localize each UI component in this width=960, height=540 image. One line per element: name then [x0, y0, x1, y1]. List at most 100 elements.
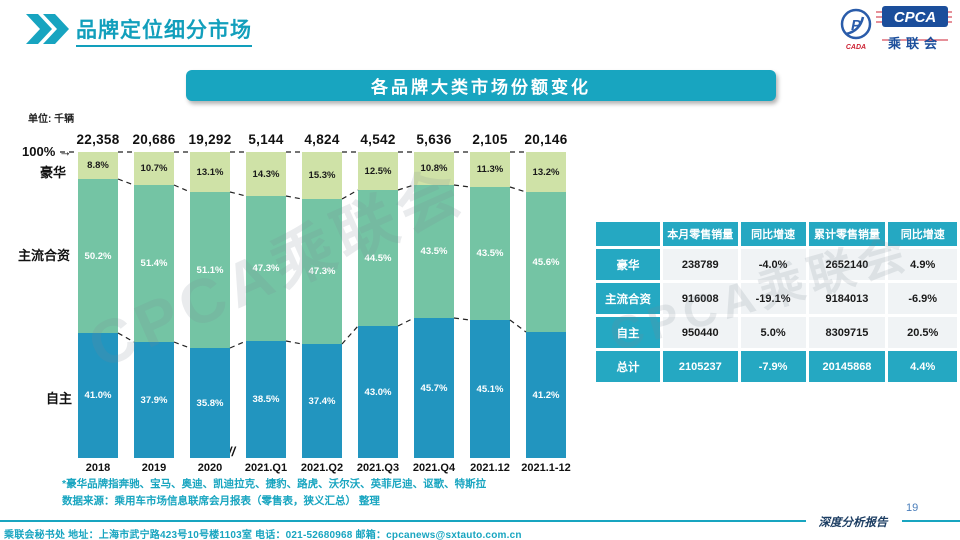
double-chevron-icon — [26, 14, 72, 49]
bar-segment-domestic: 38.5% — [246, 341, 286, 458]
cpca-emblem-circle — [840, 8, 872, 40]
bar-total-label: 22,358 — [76, 132, 120, 147]
table-cell: 916008 — [662, 283, 738, 314]
table-cell: 2652140 — [808, 249, 886, 280]
stacked-bar-column: 13.1% 51.1% 35.8% — [190, 152, 230, 458]
bar-category-label: 2020 — [197, 462, 223, 474]
stacked-bar-column: 12.5% 44.5% 43.0% — [358, 152, 398, 458]
table-corner-cell — [596, 222, 660, 246]
table-row: 豪华 238789 -4.0% 2652140 4.9% — [596, 249, 957, 280]
bar-category-label: 2019 — [141, 462, 167, 474]
bar-segment-joint-venture: 51.1% — [190, 192, 230, 348]
table-cell: 4.9% — [888, 249, 957, 280]
logo-cn-name: 乘联会 — [887, 36, 942, 51]
series-label-luxury: 豪华 — [40, 165, 67, 180]
bar-total-label: 2,105 — [472, 132, 508, 147]
stacked-bar-column: 10.7% 51.4% 37.9% — [134, 152, 174, 458]
bar-segment-luxury: 11.3% — [470, 152, 510, 187]
logo-acronym: CPCA — [894, 9, 937, 26]
table-row-label: 豪华 — [596, 249, 660, 280]
bar-segment-joint-venture: 51.4% — [134, 185, 174, 342]
bar-category-label: 2021.Q4 — [412, 462, 456, 474]
report-type-label: 深度分析报告 — [818, 515, 888, 529]
bar-segment-domestic: 45.1% — [470, 320, 510, 458]
bar-segment-joint-venture: 47.3% — [302, 199, 342, 344]
table-cell: -4.0% — [740, 249, 806, 280]
stacked-bar-column: 15.3% 47.3% 37.4% — [302, 152, 342, 458]
table-cell: 238789 — [662, 249, 738, 280]
footer-contact-info: 乘联会秘书处 地址：上海市武宁路423号10号楼1103室 电话：021-526… — [4, 530, 522, 540]
table-cell: 20.5% — [888, 317, 957, 348]
bar-segment-domestic: 37.4% — [302, 344, 342, 458]
bar-total-label: 4,542 — [360, 132, 396, 147]
bar-segment-joint-venture: 43.5% — [470, 187, 510, 320]
page-number: 19 — [906, 502, 919, 514]
stacked-bar-column: 8.8% 50.2% 41.0% — [78, 152, 118, 458]
bar-segment-domestic: 37.9% — [134, 342, 174, 458]
bar-segment-luxury: 10.7% — [134, 152, 174, 185]
table-cell: -7.9% — [740, 351, 806, 382]
bar-category-label: 2018 — [85, 462, 111, 474]
bar-segment-joint-venture: 47.3% — [246, 196, 286, 341]
bar-category-label: 2021.12 — [470, 462, 510, 474]
bar-category-label: 2021.1-12 — [521, 462, 571, 474]
series-label-domestic: 自主 — [46, 391, 73, 406]
bar-segment-joint-venture: 43.5% — [414, 185, 454, 318]
table-row-label: 主流合资 — [596, 283, 660, 314]
chart-title-banner: 各品牌大类市场份额变化 — [186, 70, 776, 101]
bar-segment-joint-venture: 45.6% — [526, 192, 566, 332]
bar-total-label: 20,146 — [524, 132, 568, 147]
axis-break-mark: // — [228, 444, 236, 459]
bar-segment-domestic: 41.0% — [78, 333, 118, 458]
page-title: 品牌定位细分市场 — [76, 14, 252, 47]
table-header-cell: 同比增速 — [740, 222, 806, 246]
table-cell: 8309715 — [808, 317, 886, 348]
table-row: 总计 2105237 -7.9% 20145868 4.4% — [596, 351, 957, 382]
bar-segment-luxury: 14.3% — [246, 152, 286, 196]
bar-segment-luxury: 8.8% — [78, 152, 118, 179]
table-cell: -19.1% — [740, 283, 806, 314]
bar-category-label: 2021.Q3 — [356, 462, 400, 474]
bar-total-label: 19,292 — [188, 132, 232, 147]
table-cell: 9184013 — [808, 283, 886, 314]
bar-segment-domestic: 43.0% — [358, 326, 398, 458]
cpca-logo: P CADA CPCA 乘联会 — [836, 4, 954, 59]
retail-sales-table: 本月零售销量 同比增速 累计零售销量 同比增速 豪华 238789 -4.0% 2652140… — [593, 219, 960, 385]
bar-segment-luxury: 13.2% — [526, 152, 566, 192]
bar-segment-luxury: 12.5% — [358, 152, 398, 190]
stacked-bar-column: 14.3% 47.3% 38.5% — [246, 152, 286, 458]
series-label-joint-venture: 主流合资 — [18, 248, 71, 263]
bar-segment-luxury: 15.3% — [302, 152, 342, 199]
table-row-label: 自主 — [596, 317, 660, 348]
stacked-bar-column: 11.3% 43.5% 45.1% — [470, 152, 510, 458]
bar-category-label: 2021.Q1 — [244, 462, 288, 474]
footnotes: *豪华品牌指奔驰、宝马、奥迪、凯迪拉克、捷豹、路虎、沃尔沃、英菲尼迪、讴歌、特斯… — [62, 476, 486, 510]
bar-segment-luxury: 13.1% — [190, 152, 230, 192]
footer-divider-right — [902, 520, 960, 522]
footnote-data-source: 数据来源：乘用车市场信息联席会月报表（零售表，狭义汇总） 整理 — [62, 495, 380, 507]
table-cell: 4.4% — [888, 351, 957, 382]
footnote-luxury-brands: *豪华品牌指奔驰、宝马、奥迪、凯迪拉克、捷豹、路虎、沃尔沃、英菲尼迪、讴歌、特斯… — [62, 478, 487, 490]
table-header-cell: 本月零售销量 — [662, 222, 738, 246]
table-cell: -6.9% — [888, 283, 957, 314]
bar-segment-joint-venture: 50.2% — [78, 179, 118, 333]
table-header-cell: 同比增速 — [888, 222, 957, 246]
footer-divider — [0, 520, 806, 522]
table-row: 自主 950440 5.0% 8309715 20.5% — [596, 317, 957, 348]
bar-segment-luxury: 10.8% — [414, 152, 454, 185]
table-cell: 2105237 — [662, 351, 738, 382]
table-cell: 950440 — [662, 317, 738, 348]
table-row-label: 总计 — [596, 351, 660, 382]
bar-segment-domestic: 45.7% — [414, 318, 454, 458]
stacked-bar-column: 10.8% 43.5% 45.7% — [414, 152, 454, 458]
bar-segment-joint-venture: 44.5% — [358, 190, 398, 326]
emblem-caption: CADA — [846, 44, 866, 51]
bar-total-label: 4,824 — [304, 132, 340, 147]
bar-segment-domestic: 41.2% — [526, 332, 566, 458]
svg-text:P: P — [851, 17, 862, 34]
stacked-bar-column: 13.2% 45.6% 41.2% — [526, 152, 566, 458]
table-row: 主流合资 916008 -19.1% 9184013 -6.9% — [596, 283, 957, 314]
bar-total-label: 5,636 — [416, 132, 452, 147]
